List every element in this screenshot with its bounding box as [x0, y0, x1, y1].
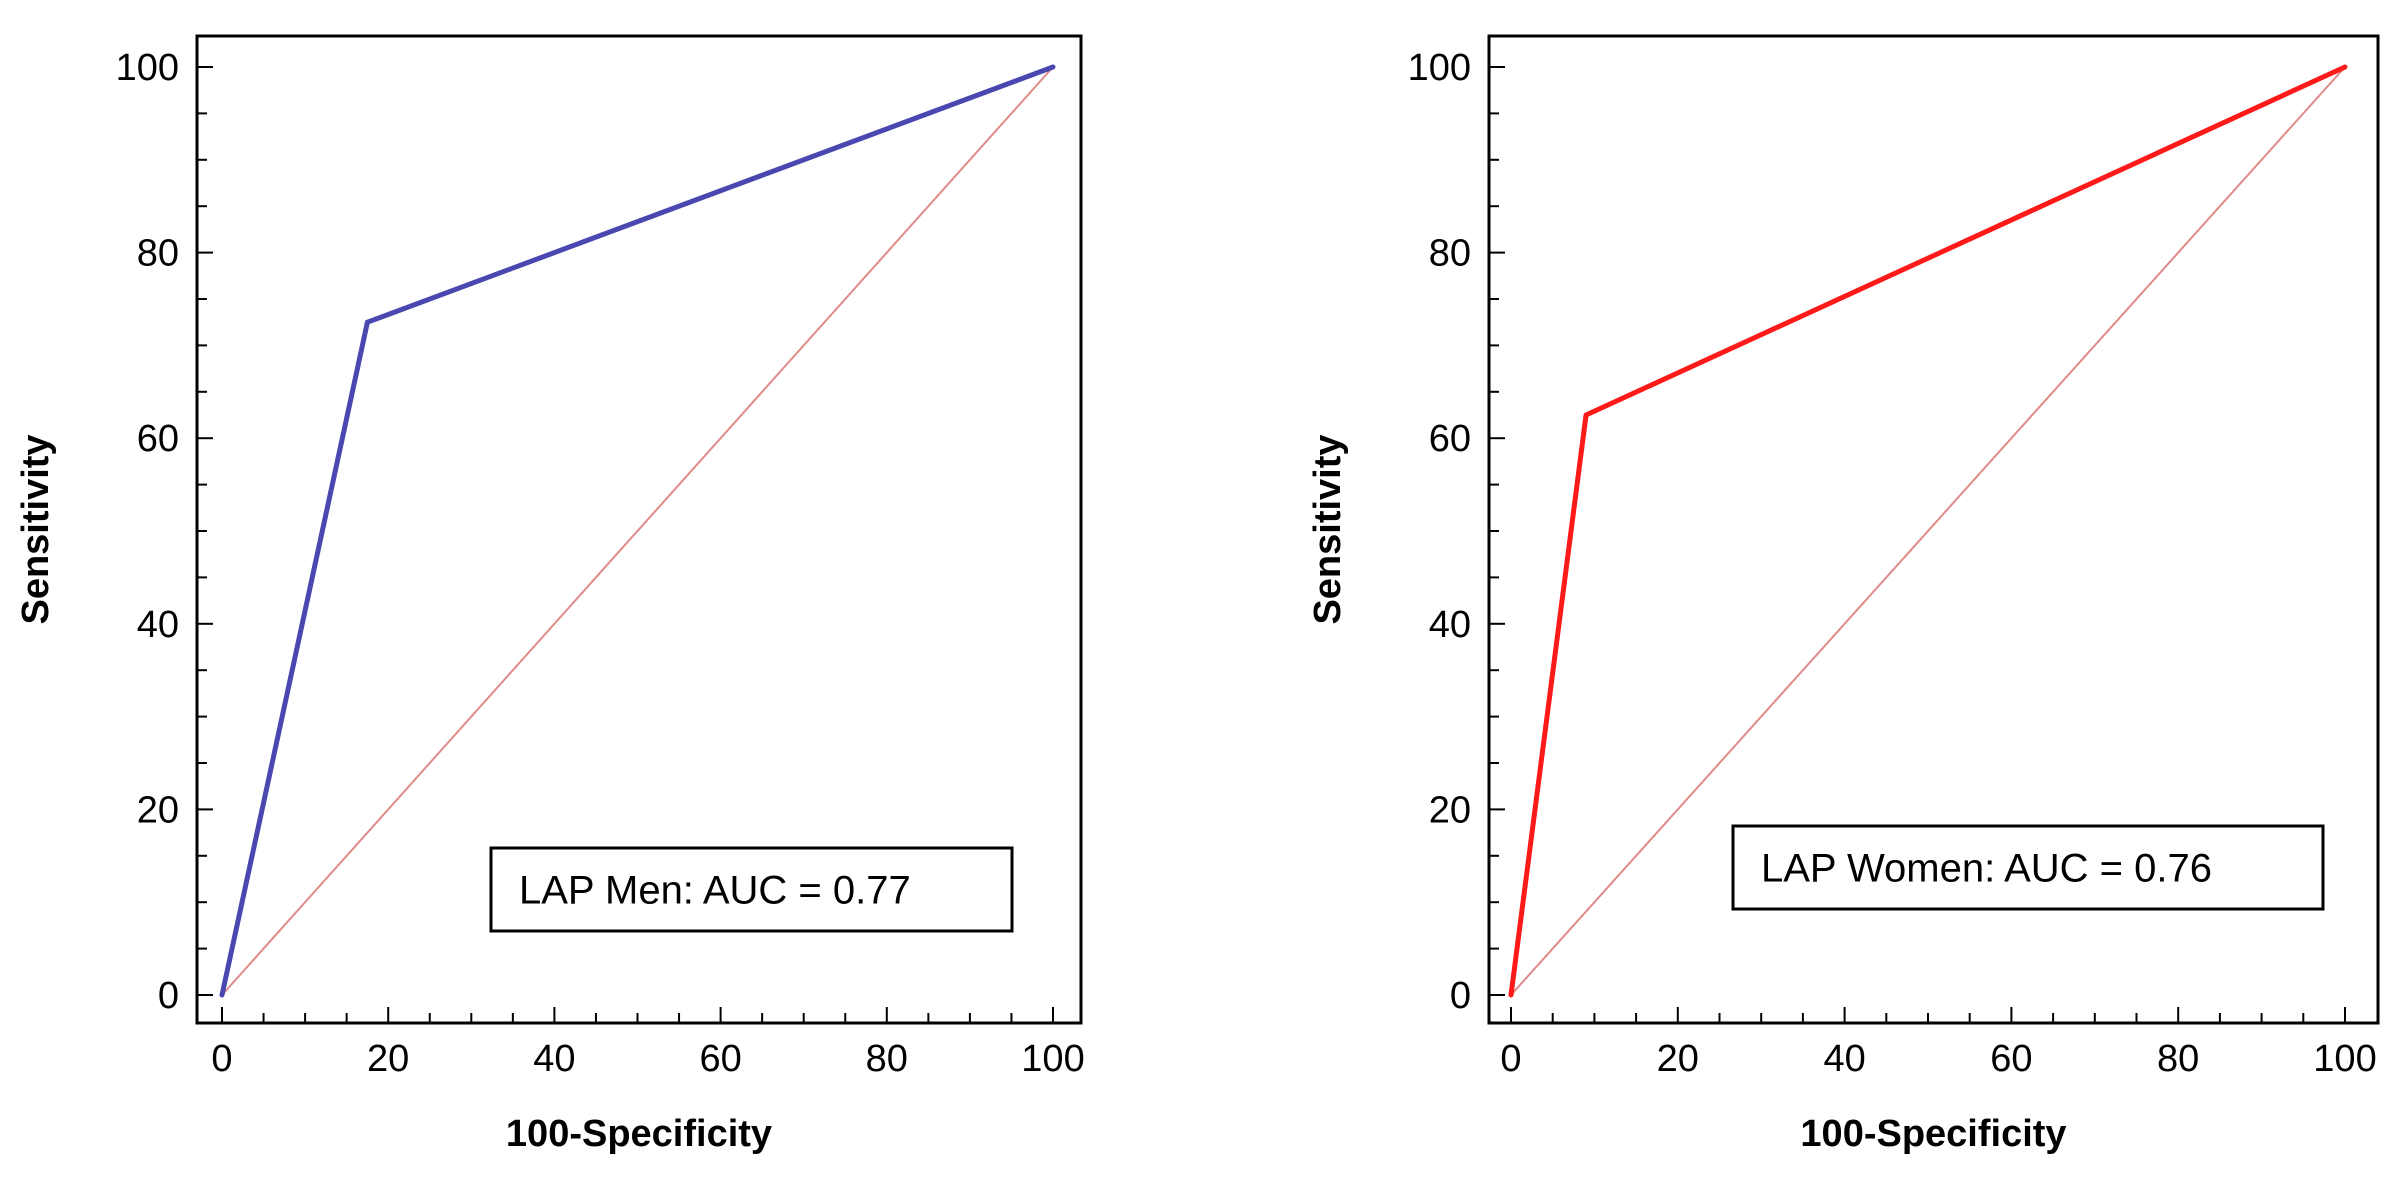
x-tick-label: 0	[211, 1038, 232, 1080]
y-tick-label: 60	[1429, 418, 1471, 460]
y-tick-label: 100	[1408, 47, 1471, 89]
x-tick-label: 100	[2313, 1038, 2376, 1080]
roc-point	[1508, 992, 1514, 998]
y-tick-label: 0	[1450, 975, 1471, 1017]
x-tick-label: 20	[367, 1038, 409, 1080]
plot-frame	[195, 34, 1083, 1025]
y-tick-label: 40	[1429, 604, 1471, 646]
reference-diagonal-line	[1510, 66, 2346, 996]
y-tick-label: 80	[1429, 233, 1471, 275]
x-tick-label: 40	[533, 1038, 575, 1080]
x-tick-label: 60	[1990, 1038, 2032, 1080]
x-tick-label: 100	[1021, 1038, 1084, 1080]
y-axis-title: Sensitivity	[15, 434, 57, 624]
x-tick-label: 60	[699, 1038, 741, 1080]
x-axis-title: 100-Specificity	[506, 1113, 772, 1155]
y-tick-label: 100	[116, 47, 179, 89]
legend-box	[489, 846, 1014, 933]
y-tick-label: 0	[158, 975, 179, 1017]
roc-point	[2342, 64, 2348, 70]
plot-frame	[1487, 34, 2380, 1025]
y-tick-label: 20	[1429, 789, 1471, 831]
y-axis-title: Sensitivity	[1307, 434, 1349, 624]
reference-diagonal-line	[221, 66, 1054, 996]
roc-point	[219, 992, 225, 998]
legend-box	[1731, 824, 2325, 911]
legend-text: LAP Women: AUC = 0.76	[1761, 847, 2212, 891]
x-tick-label: 0	[1500, 1038, 1521, 1080]
roc-chart-men: 0 20 40 60 80 100 0 20 40 60 80 100 100-Specificity S…	[15, 34, 1085, 1155]
x-tick-label: 80	[866, 1038, 908, 1080]
roc-chart-women: 0 20 40 60 80 100 0 20 40 60 80 100 100-Specificity S…	[1307, 34, 2380, 1155]
roc-point	[1583, 412, 1589, 418]
y-tick-label: 20	[137, 789, 179, 831]
roc-point	[1050, 64, 1056, 70]
y-tick-label: 60	[137, 418, 179, 460]
x-tick-label: 80	[2157, 1038, 2199, 1080]
y-tick-label: 40	[137, 604, 179, 646]
x-tick-label: 20	[1657, 1038, 1699, 1080]
legend-text: LAP Men: AUC = 0.77	[519, 869, 911, 913]
x-tick-label: 40	[1823, 1038, 1865, 1080]
x-axis-title: 100-Specificity	[1800, 1113, 2066, 1155]
y-tick-label: 80	[137, 233, 179, 275]
roc-point	[364, 319, 370, 325]
